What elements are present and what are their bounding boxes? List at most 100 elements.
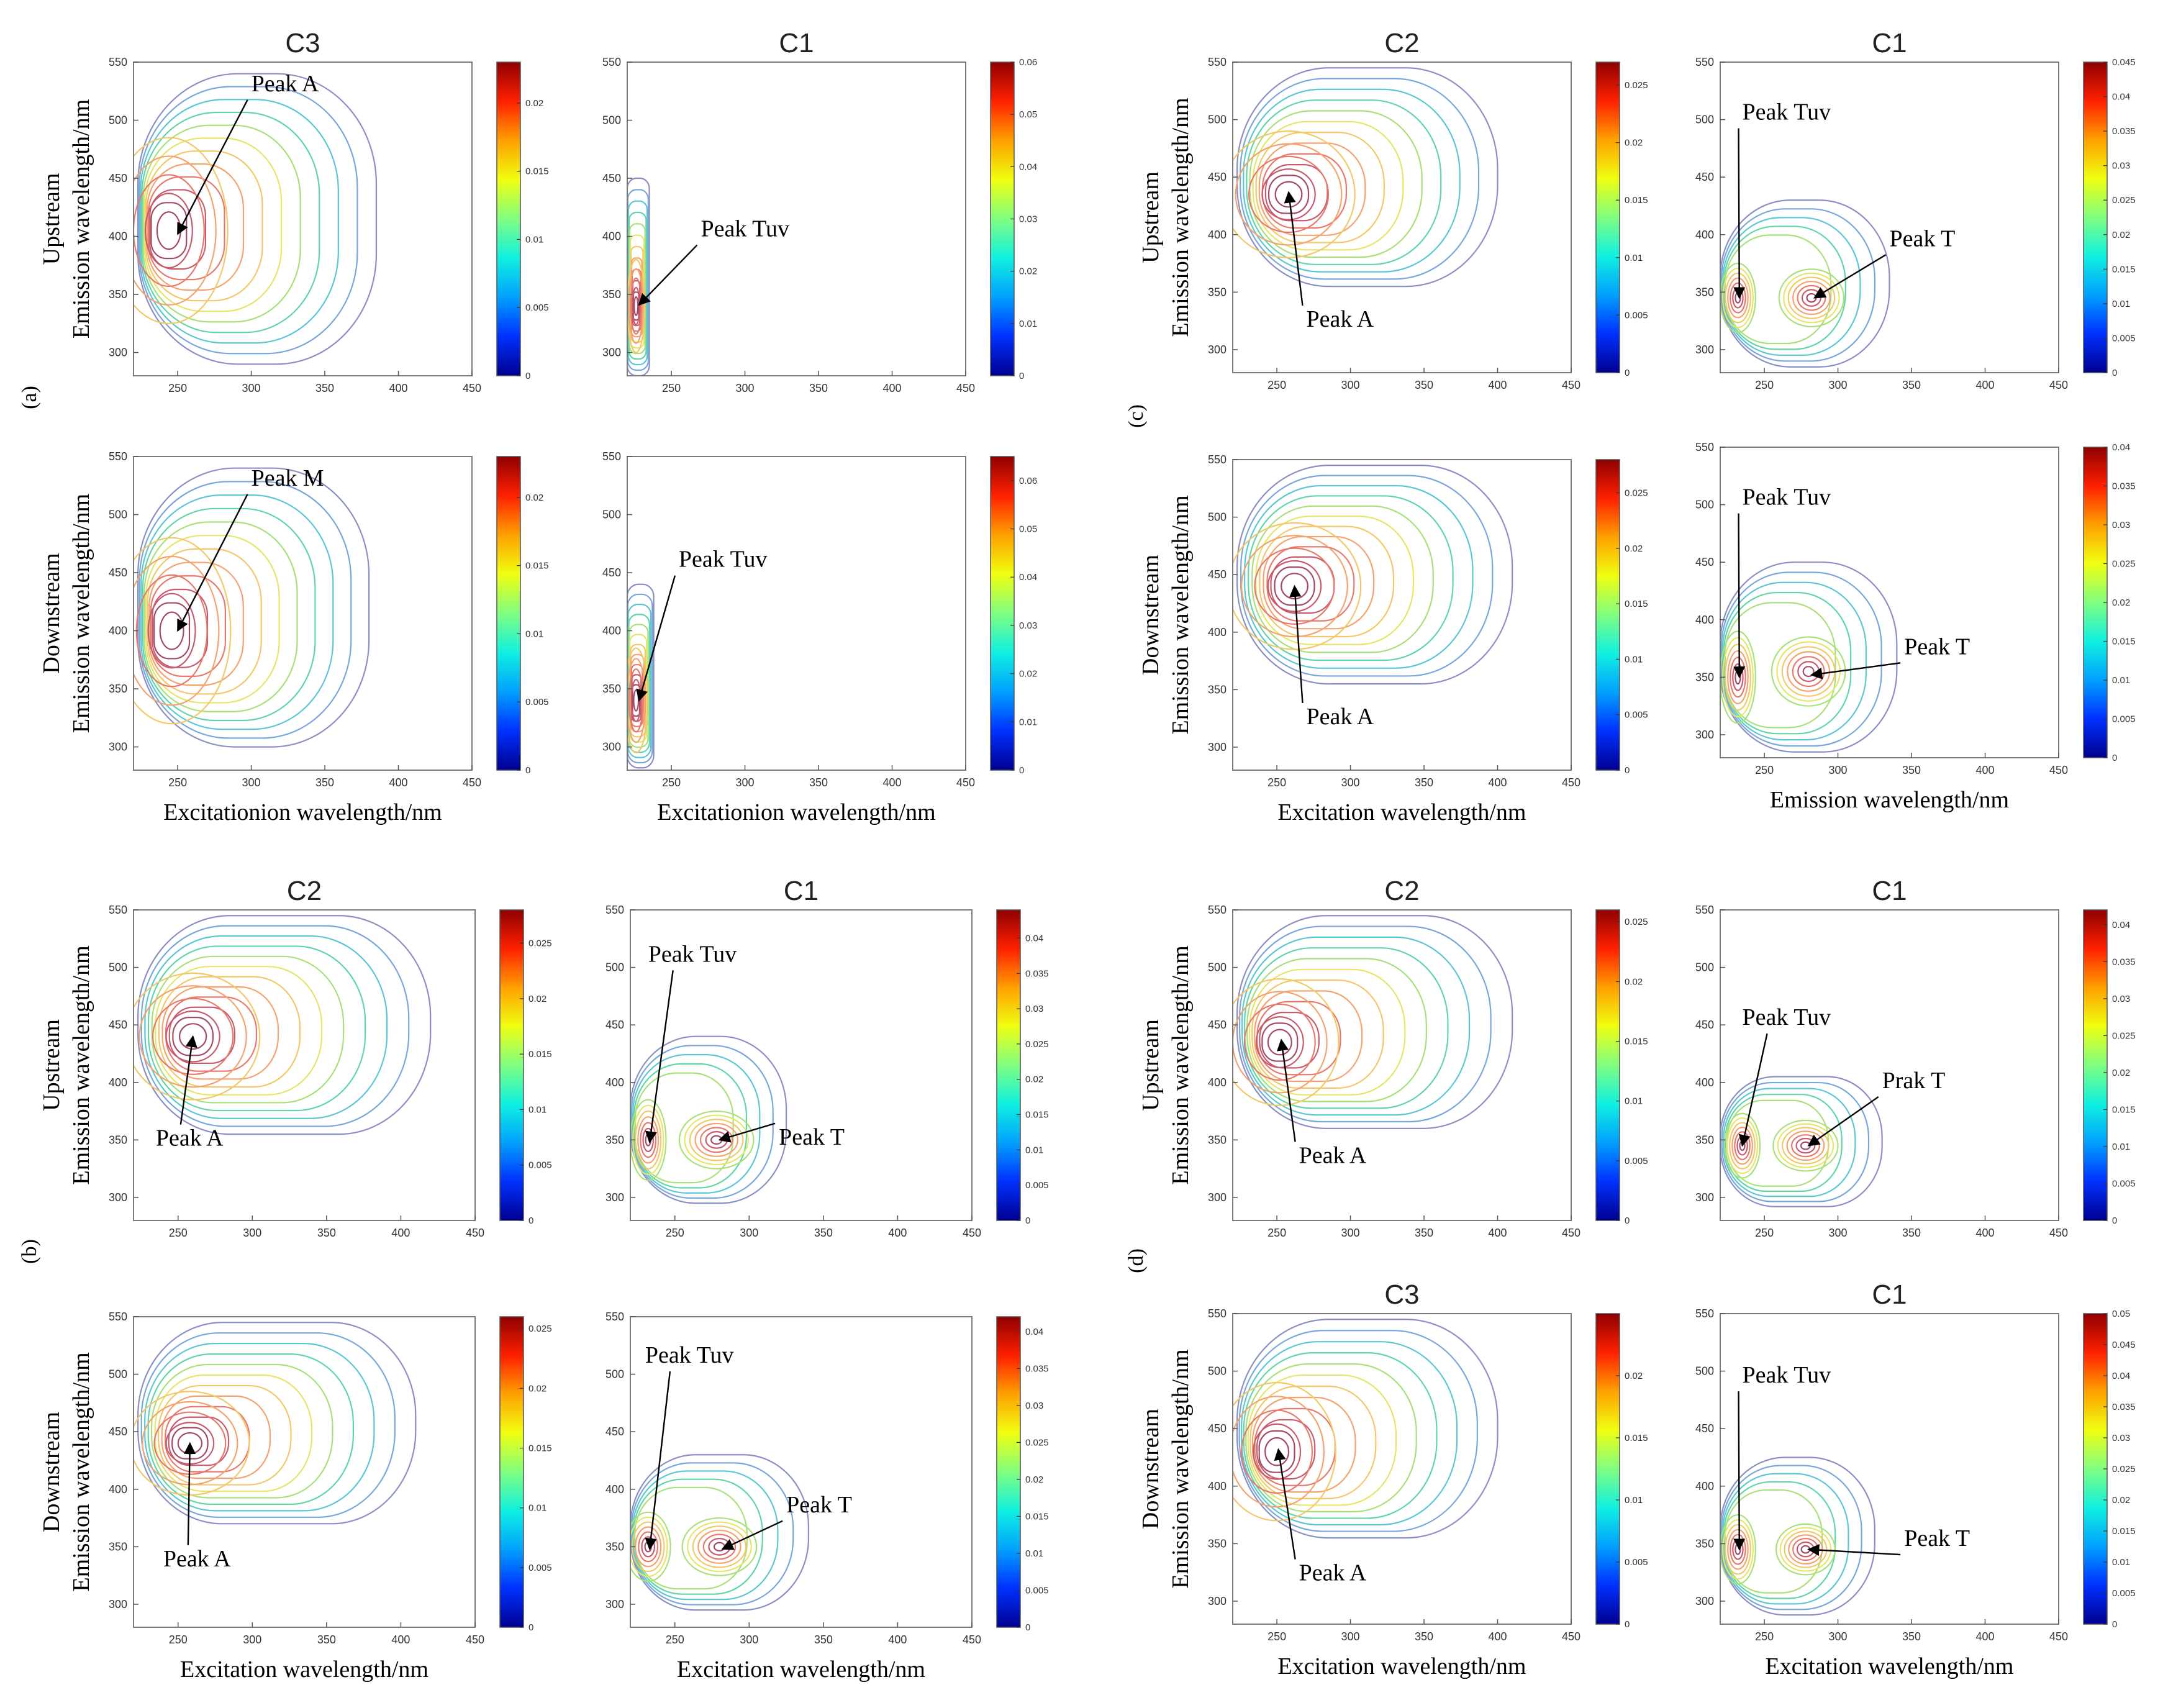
- contour-peak-ring: [1253, 1423, 1302, 1480]
- x-tick-label: 450: [2049, 1227, 2068, 1239]
- colorbar-tick-label: 0.05: [1019, 109, 1037, 120]
- row-label: Downstream: [1138, 1409, 1164, 1529]
- y-tick-label: 400: [1695, 229, 1714, 241]
- colorbar: [496, 61, 521, 376]
- chart-b3: 250 300 350 400 450 300 350 400 450 500 550 Downstr…: [39, 1311, 552, 1683]
- y-tick-label: 400: [602, 230, 621, 243]
- x-tick-label: 300: [1341, 776, 1360, 789]
- contour-peak-ring: [134, 1391, 250, 1496]
- y-tick-label: 350: [1695, 286, 1714, 298]
- contour-peak-ring: [1730, 282, 1746, 314]
- contour-peak-ring: [1233, 522, 1362, 650]
- annotation-label: Peak T: [1890, 225, 1956, 252]
- contour-peak-ring: [1727, 277, 1749, 319]
- colorbar-tick-label: 0.035: [2112, 1402, 2136, 1412]
- x-tick-label: 250: [1267, 379, 1286, 391]
- chart-d4: 250 300 350 400 450 300 350 400 450 500 550 C1 Excit…: [1695, 1279, 2136, 1679]
- x-tick-label: 300: [1829, 764, 1848, 776]
- contour-peak-ring: [134, 972, 261, 1101]
- y-tick-label: 500: [1695, 961, 1714, 974]
- contour-peak-ring: [1731, 1126, 1753, 1165]
- contour-peak-ring: [628, 268, 644, 344]
- y-tick-label: 350: [109, 683, 127, 695]
- annotation-arrow: [1807, 1096, 1879, 1147]
- x-axis-label: Excitationion wavelength/nm: [657, 799, 936, 825]
- contour-line: [1252, 120, 1404, 251]
- contour-line: [146, 163, 245, 291]
- x-tick-label: 400: [888, 1633, 907, 1646]
- plot-area: [1233, 910, 1571, 1220]
- contour-peak-ring: [1792, 281, 1831, 316]
- y-tick-label: 400: [1695, 614, 1714, 626]
- y-tick-label: 400: [1695, 1480, 1714, 1492]
- y-tick-label: 350: [1208, 683, 1227, 696]
- contour-peak-ring: [1281, 573, 1308, 600]
- y-tick-label: 350: [1208, 286, 1227, 298]
- y-tick-label: 450: [1695, 1422, 1714, 1435]
- annotation-label: Peak A: [1299, 1142, 1367, 1168]
- contour-line: [138, 86, 358, 355]
- contour-line: [627, 177, 650, 376]
- x-tick-label: 300: [1341, 1227, 1360, 1239]
- y-tick-label: 450: [1695, 556, 1714, 568]
- colorbar-tick-label: 0.04: [2112, 920, 2130, 930]
- contour-peak-ring: [702, 1533, 737, 1560]
- contour-peak-ring: [678, 1110, 755, 1170]
- colorbar-tick-label: 0.02: [525, 493, 543, 503]
- x-tick-label: 450: [963, 1227, 981, 1239]
- contour-line: [145, 535, 280, 704]
- contour-line: [150, 575, 226, 677]
- colorbar-tick-label: 0.025: [528, 938, 552, 949]
- plot-frame: [630, 909, 973, 1221]
- contour-line: [1721, 1473, 1849, 1605]
- contour-peak-ring: [1725, 1524, 1751, 1575]
- panel-title: C1: [784, 876, 818, 906]
- x-tick-label: 450: [463, 776, 481, 789]
- contour-peak-ring: [1725, 272, 1751, 324]
- colorbar-tick-label: 0.015: [1625, 195, 1648, 206]
- chart-d2: 250 300 350 400 450 300 350 400 450 500 550 C1 0 0.00…: [1695, 876, 2136, 1239]
- contour-peak-ring: [689, 1119, 744, 1161]
- contour-peak-ring: [1787, 276, 1836, 319]
- colorbar-tick-label: 0.01: [2112, 675, 2130, 686]
- y-tick-label: 300: [602, 347, 621, 359]
- y-tick-label: 550: [602, 450, 621, 463]
- contour-peak-ring: [179, 1023, 207, 1050]
- y-tick-label: 550: [1208, 453, 1227, 466]
- y-tick-label: 550: [1695, 904, 1714, 916]
- x-axis-label: Excitation wavelength/nm: [180, 1656, 429, 1683]
- row-label: Upstream: [39, 173, 65, 265]
- x-tick-label: 300: [736, 776, 755, 789]
- colorbar: [1595, 1313, 1620, 1625]
- contour-line: [172, 1017, 214, 1056]
- annotation-arrow: [1284, 191, 1304, 306]
- row-label: Upstream: [39, 1019, 65, 1111]
- x-tick-label: 250: [169, 1227, 188, 1239]
- y-tick-label: 550: [1695, 441, 1714, 453]
- colorbar-tick-label: 0.06: [1019, 476, 1037, 486]
- colorbar-tick-label: 0.01: [525, 629, 543, 639]
- annotation-label: Peak A: [163, 1546, 231, 1572]
- x-tick-label: 350: [814, 1633, 833, 1646]
- plot-frame: [1720, 61, 2059, 373]
- contour-peak-ring: [1255, 1016, 1304, 1068]
- contour-line: [1721, 581, 1867, 741]
- colorbar-tick-label: 0.02: [1625, 138, 1643, 148]
- x-tick-label: 250: [666, 1633, 684, 1646]
- contour-line: [1243, 88, 1461, 273]
- colorbar-tick-label: 0.02: [1625, 976, 1643, 987]
- y-axis-label: Emission wavelength/nm: [68, 1352, 94, 1591]
- plot-area: [630, 1317, 972, 1627]
- plot-area: [627, 62, 966, 376]
- colorbar-tick-label: 0.015: [528, 1443, 552, 1454]
- contour-peak-ring: [1241, 1409, 1313, 1494]
- contour-peak-ring: [1779, 1527, 1832, 1572]
- contour-line: [1249, 968, 1406, 1096]
- annotation-label: Peak Tuv: [679, 547, 768, 573]
- contours: [1720, 561, 1898, 753]
- y-tick-label: 550: [109, 904, 127, 916]
- y-axis-label: Emission wavelength/nm: [1168, 98, 1194, 337]
- colorbar: [990, 456, 1015, 771]
- contour-peak-ring: [1233, 978, 1340, 1106]
- colorbar-tick-label: 0: [1025, 1622, 1030, 1633]
